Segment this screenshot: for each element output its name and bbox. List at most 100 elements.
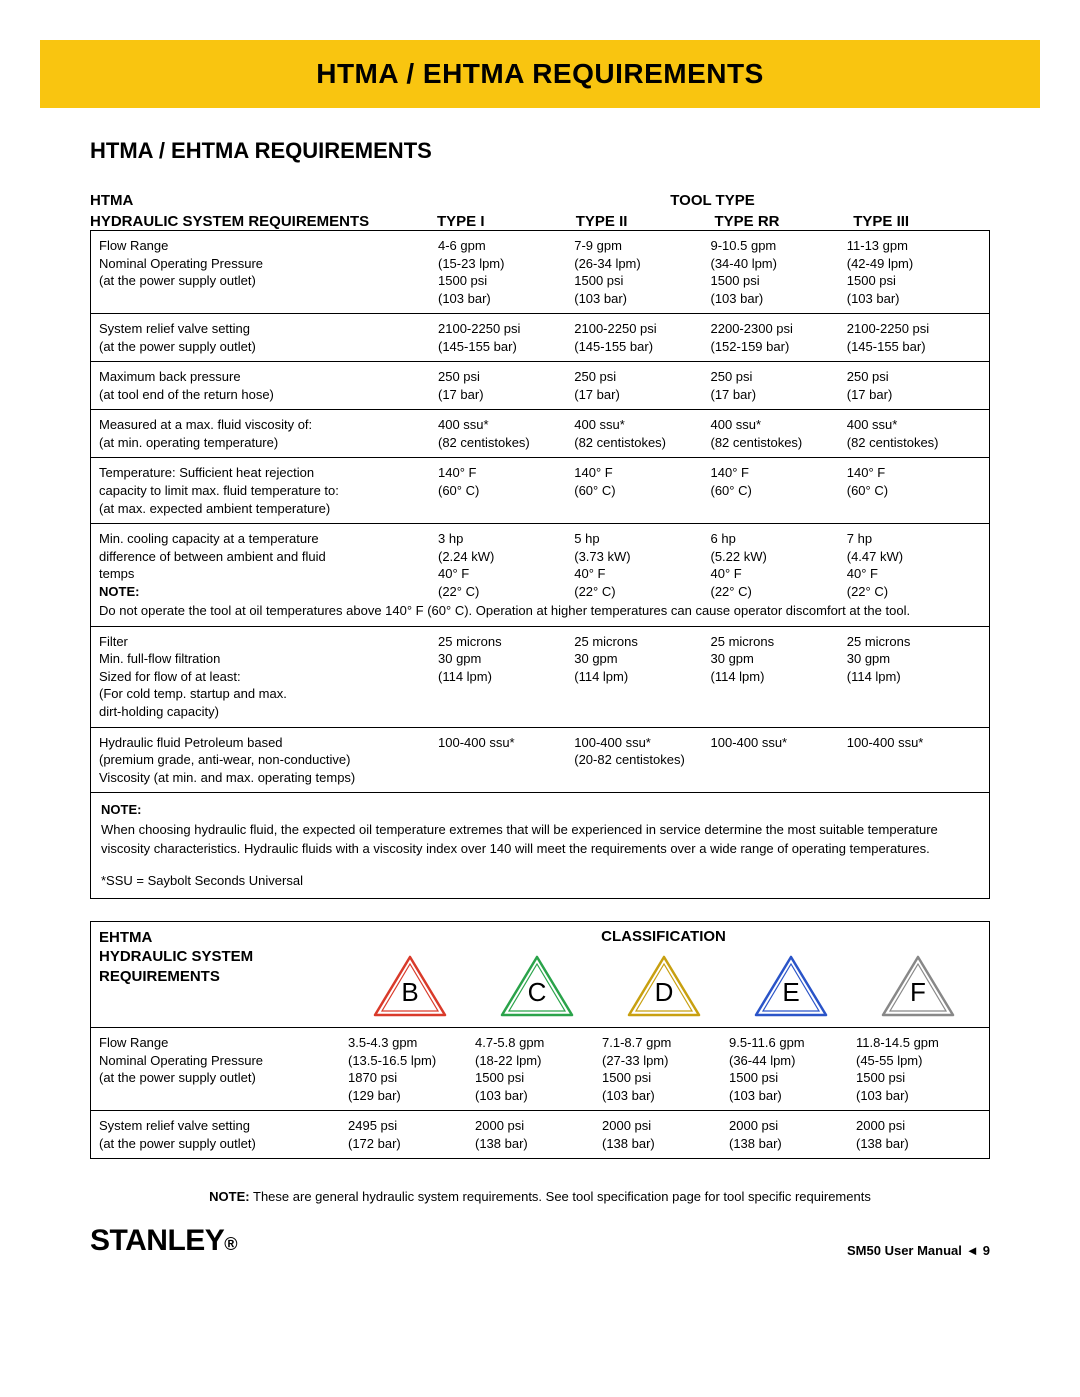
svg-text:B: B	[401, 977, 418, 1007]
row-value: 9.5-11.6 gpm(36-44 lpm)1500 psi(103 bar)	[727, 1034, 854, 1104]
banner-title: HTMA / EHTMA REQUIREMENTS	[40, 58, 1040, 90]
row-value: 4.7-5.8 gpm(18-22 lpm)1500 psi(103 bar)	[473, 1034, 600, 1104]
section-heading: HTMA / EHTMA REQUIREMENTS	[90, 138, 990, 164]
row-value: 7-9 gpm(26-34 lpm)1500 psi(103 bar)	[572, 237, 708, 307]
htma-title-line1: HTMA	[90, 192, 435, 209]
table-row: System relief valve setting(at the power…	[90, 1111, 990, 1159]
row-value: 400 ssu*(82 centistokes)	[709, 416, 845, 451]
ehtma-header: EHTMA HYDRAULIC SYSTEM REQUIREMENTS CLAS…	[90, 921, 990, 1028]
type-header: TYPE I	[435, 213, 574, 230]
row-value: 25 microns30 gpm(114 lpm)	[709, 633, 845, 721]
ehtma-title-l2: HYDRAULIC SYSTEM	[99, 947, 346, 967]
row-value: 4-6 gpm(15-23 lpm)1500 psi(103 bar)	[436, 237, 572, 307]
htma-table-body: Flow RangeNominal Operating Pressure(at …	[90, 230, 990, 899]
table-row: Temperature: Sufficient heat rejectionca…	[90, 458, 990, 524]
banner: HTMA / EHTMA REQUIREMENTS	[40, 40, 1040, 108]
ehtma-title-block: EHTMA HYDRAULIC SYSTEM REQUIREMENTS	[99, 928, 346, 987]
row-label: System relief valve setting(at the power…	[99, 1117, 346, 1152]
row-value: 250 psi(17 bar)	[572, 368, 708, 403]
svg-text:E: E	[782, 977, 799, 1007]
triangles-row: B C D E F	[346, 951, 981, 1023]
table-row: Maximum back pressure(at tool end of the…	[90, 362, 990, 410]
type-header: TYPE RR	[713, 213, 852, 230]
row-value: 400 ssu*(82 centistokes)	[572, 416, 708, 451]
brand-logo: STANLEY®	[90, 1224, 237, 1258]
row-label: Maximum back pressure(at tool end of the…	[99, 368, 436, 403]
classification-triangle-icon: F	[854, 951, 981, 1023]
row-value: 400 ssu*(82 centistokes)	[845, 416, 981, 451]
table-row: Min. cooling capacity at a temperaturedi…	[90, 524, 990, 627]
footer-note-label: NOTE:	[209, 1189, 249, 1204]
row-value: 140° F(60° C)	[572, 464, 708, 517]
htma-header: HTMA HYDRAULIC SYSTEM REQUIREMENTS TOOL …	[90, 192, 990, 230]
row-label: Flow RangeNominal Operating Pressure(at …	[99, 237, 436, 307]
row-label: Measured at a max. fluid viscosity of:(a…	[99, 416, 436, 451]
manual-arrow: ◄	[966, 1243, 979, 1258]
row-label: Temperature: Sufficient heat rejectionca…	[99, 464, 436, 517]
row-value: 2100-2250 psi(145-155 bar)	[572, 320, 708, 355]
row-label: FilterMin. full-flow filtrationSized for…	[99, 633, 436, 721]
row-value: 2000 psi(138 bar)	[854, 1117, 981, 1152]
row-value: 100-400 ssu*	[709, 734, 845, 787]
footer-note: NOTE: These are general hydraulic system…	[90, 1189, 990, 1204]
row-value: 25 microns30 gpm(114 lpm)	[436, 633, 572, 721]
row-value: 3.5-4.3 gpm(13.5-16.5 lpm)1870 psi(129 b…	[346, 1034, 473, 1104]
row-value: 11.8-14.5 gpm(45-55 lpm)1500 psi(103 bar…	[854, 1034, 981, 1104]
svg-text:C: C	[527, 977, 546, 1007]
table-row: Flow RangeNominal Operating Pressure(at …	[90, 230, 990, 314]
row-note: Do not operate the tool at oil temperatu…	[99, 602, 981, 620]
row-value: 2495 psi(172 bar)	[346, 1117, 473, 1152]
row-value: 140° F(60° C)	[845, 464, 981, 517]
row-label: Flow RangeNominal Operating Pressure(at …	[99, 1034, 346, 1104]
type-header: TYPE II	[574, 213, 713, 230]
row-value: 6 hp(5.22 kW)40° F(22° C)	[709, 530, 845, 600]
row-label: Min. cooling capacity at a temperaturedi…	[99, 530, 436, 600]
row-value: 2000 psi(138 bar)	[473, 1117, 600, 1152]
classification-triangle-icon: D	[600, 951, 727, 1023]
ehtma-title-l1: EHTMA	[99, 928, 346, 948]
row-value: 2000 psi(138 bar)	[600, 1117, 727, 1152]
row-value: 140° F(60° C)	[709, 464, 845, 517]
ehtma-title-l3: REQUIREMENTS	[99, 967, 346, 987]
type-header: TYPE III	[851, 213, 990, 230]
row-value: 100-400 ssu*	[436, 734, 572, 787]
table-row: Hydraulic fluid Petroleum based(premium …	[90, 728, 990, 794]
row-value: 7 hp(4.47 kW)40° F(22° C)	[845, 530, 981, 600]
row-value: 400 ssu*(82 centistokes)	[436, 416, 572, 451]
classification-label: CLASSIFICATION	[346, 928, 981, 945]
footer-note-text: These are general hydraulic system requi…	[253, 1189, 871, 1204]
table-row: FilterMin. full-flow filtrationSized for…	[90, 627, 990, 728]
row-value: 5 hp(3.73 kW)40° F(22° C)	[572, 530, 708, 600]
classification-triangle-icon: C	[473, 951, 600, 1023]
type-headers-row: TYPE ITYPE IITYPE RRTYPE III	[435, 213, 990, 230]
row-value: 2100-2250 psi(145-155 bar)	[436, 320, 572, 355]
row-value: 2200-2300 psi(152-159 bar)	[709, 320, 845, 355]
ehtma-table-body: Flow RangeNominal Operating Pressure(at …	[90, 1028, 990, 1159]
row-label: System relief valve setting(at the power…	[99, 320, 436, 355]
row-value: 25 microns30 gpm(114 lpm)	[572, 633, 708, 721]
content-area: HTMA / EHTMA REQUIREMENTS HTMA HYDRAULIC…	[0, 108, 1080, 1204]
manual-page: 9	[983, 1243, 990, 1258]
tool-type-block: TOOL TYPE TYPE ITYPE IITYPE RRTYPE III	[435, 192, 990, 230]
row-value: 11-13 gpm(42-49 lpm)1500 psi(103 bar)	[845, 237, 981, 307]
manual-reference: SM50 User Manual ◄ 9	[847, 1243, 990, 1258]
svg-text:D: D	[654, 977, 673, 1007]
htma-final-note: NOTE:When choosing hydraulic fluid, the …	[90, 793, 990, 899]
row-value: 250 psi(17 bar)	[845, 368, 981, 403]
table-row: Flow RangeNominal Operating Pressure(at …	[90, 1028, 990, 1111]
row-value: 100-400 ssu*	[845, 734, 981, 787]
row-value: 140° F(60° C)	[436, 464, 572, 517]
row-value: 2100-2250 psi(145-155 bar)	[845, 320, 981, 355]
table-row: System relief valve setting(at the power…	[90, 314, 990, 362]
row-value: 100-400 ssu*(20-82 centistokes)	[572, 734, 708, 787]
row-value: 250 psi(17 bar)	[436, 368, 572, 403]
svg-text:F: F	[910, 977, 926, 1007]
classification-triangle-icon: E	[727, 951, 854, 1023]
tool-type-label: TOOL TYPE	[435, 192, 990, 209]
row-value: 3 hp(2.24 kW)40° F(22° C)	[436, 530, 572, 600]
manual-title: SM50 User Manual	[847, 1243, 962, 1258]
row-value: 250 psi(17 bar)	[709, 368, 845, 403]
row-value: 2000 psi(138 bar)	[727, 1117, 854, 1152]
classification-triangle-icon: B	[346, 951, 473, 1023]
row-value: 25 microns30 gpm(114 lpm)	[845, 633, 981, 721]
